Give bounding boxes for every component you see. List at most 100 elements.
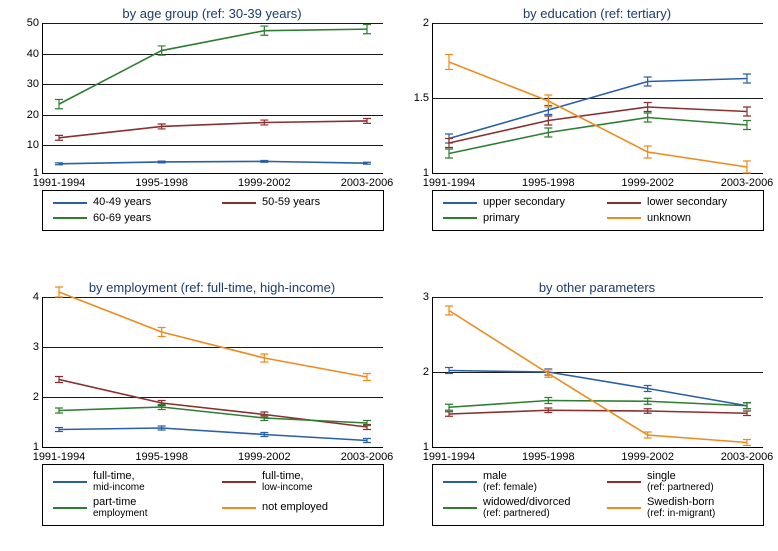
xtick-label: 1995-1998 <box>135 447 188 463</box>
legend-swatch <box>222 481 256 483</box>
legend-item: primary <box>443 213 589 225</box>
legend-swatch <box>222 507 256 509</box>
series-line <box>59 292 367 377</box>
xtick-label: 1999-2002 <box>238 173 291 189</box>
legend-swatch <box>53 202 87 204</box>
legend-label: (ref: female) <box>483 483 537 494</box>
panel-title: by education (ref: tertiary) <box>432 6 762 21</box>
legend-swatch <box>443 217 477 219</box>
legend-item: lower secondary <box>607 197 753 209</box>
legend-label: Swedish-born <box>647 497 715 509</box>
legend-label: not employed <box>262 502 328 514</box>
legend-label: lower secondary <box>647 197 727 209</box>
legend-label: part-time <box>93 497 147 509</box>
legend-swatch <box>443 202 477 204</box>
legend-label: male <box>483 471 537 483</box>
legend: upper secondary lower secondary primary unk… <box>432 190 764 231</box>
legend-label: 40-49 years <box>93 197 151 209</box>
ytick-label: 10 <box>27 139 43 151</box>
legend-label: full-time, <box>262 471 313 483</box>
figure-root: by age group (ref: 30-39 years) 110203040… <box>0 0 778 551</box>
series-line <box>449 311 747 443</box>
legend-swatch <box>607 507 641 509</box>
legend-item: single(ref: partnered) <box>607 471 753 493</box>
series-svg <box>43 23 383 173</box>
legend-swatch <box>607 202 641 204</box>
legend-label: primary <box>483 213 520 225</box>
legend-label: (ref: in-migrant) <box>647 509 715 520</box>
legend-label: employment <box>93 509 147 520</box>
legend-item: upper secondary <box>443 197 589 209</box>
legend-item: Swedish-born(ref: in-migrant) <box>607 497 753 519</box>
legend-item: part-timeemployment <box>53 497 204 519</box>
xtick-label: 1999-2002 <box>238 447 291 463</box>
legend-swatch <box>443 507 477 509</box>
legend-label: low-income <box>262 483 313 494</box>
xtick-label: 1991-1994 <box>33 447 86 463</box>
series-line <box>59 428 367 441</box>
gridline <box>433 173 763 174</box>
xtick-label: 2003-2006 <box>721 173 774 189</box>
plot-area: 12341991-19941995-19981999-20022003-2006 <box>42 297 383 448</box>
legend-item: full-time,low-income <box>222 471 373 493</box>
xtick-label: 1995-1998 <box>135 173 188 189</box>
series-line <box>59 29 367 104</box>
xtick-label: 2003-2006 <box>341 447 394 463</box>
legend-swatch <box>607 481 641 483</box>
gridline <box>43 447 383 448</box>
ytick-label: 3 <box>33 341 43 353</box>
series-line <box>449 118 747 154</box>
ytick-label: 20 <box>27 109 43 121</box>
gridline <box>433 447 763 448</box>
xtick-label: 1991-1994 <box>423 447 476 463</box>
legend-swatch <box>443 481 477 483</box>
legend-item: male(ref: female) <box>443 471 589 493</box>
ytick-label: 40 <box>27 48 43 60</box>
legend-item: widowed/divorced(ref: partnered) <box>443 497 589 519</box>
xtick-label: 1991-1994 <box>423 173 476 189</box>
legend-item: 60-69 years <box>53 213 204 225</box>
series-svg <box>433 23 763 173</box>
ytick-label: 4 <box>33 291 43 303</box>
legend-label: unknown <box>647 213 691 225</box>
panel-employment: by employment (ref: full-time, high-inco… <box>42 280 382 448</box>
series-line <box>449 410 747 414</box>
error-bar <box>445 55 453 70</box>
legend-item: not employed <box>222 497 373 519</box>
plot-area: 11.521991-19941995-19981999-20022003-200… <box>432 23 763 174</box>
ytick-label: 2 <box>423 17 433 29</box>
series-line <box>59 161 367 163</box>
ytick-label: 2 <box>33 391 43 403</box>
legend-item: 50-59 years <box>222 197 373 209</box>
xtick-label: 2003-2006 <box>341 173 394 189</box>
legend: full-time,mid-incomefull-time,low-income… <box>42 464 384 526</box>
plot-area: 1231991-19941995-19981999-20022003-2006 <box>432 297 763 448</box>
series-line <box>59 380 367 428</box>
panel-other: by other parameters 1231991-19941995-1998… <box>432 280 762 448</box>
xtick-label: 1995-1998 <box>522 173 575 189</box>
ytick-label: 50 <box>27 17 43 29</box>
panel-age: by age group (ref: 30-39 years) 110203040… <box>42 6 382 174</box>
xtick-label: 1995-1998 <box>522 447 575 463</box>
legend-swatch <box>607 217 641 219</box>
panel-title: by other parameters <box>432 280 762 295</box>
legend: 40-49 years 50-59 years 60-69 years <box>42 190 384 231</box>
ytick-label: 2 <box>423 366 433 378</box>
legend-label: (ref: partnered) <box>647 483 714 494</box>
xtick-label: 1991-1994 <box>33 173 86 189</box>
series-line <box>449 79 747 139</box>
series-line <box>59 121 367 138</box>
legend-label: upper secondary <box>483 197 565 209</box>
panel-title: by employment (ref: full-time, high-inco… <box>42 280 382 295</box>
plot-area: 110203040501991-19941995-19981999-200220… <box>42 23 383 174</box>
xtick-label: 2003-2006 <box>721 447 774 463</box>
panel-title: by age group (ref: 30-39 years) <box>42 6 382 21</box>
series-svg <box>433 297 763 447</box>
legend-label: (ref: partnered) <box>483 509 570 520</box>
legend-swatch <box>53 507 87 509</box>
legend-item: 40-49 years <box>53 197 204 209</box>
xtick-label: 1999-2002 <box>621 173 674 189</box>
ytick-label: 30 <box>27 78 43 90</box>
legend-swatch <box>53 481 87 483</box>
legend-swatch <box>53 217 87 219</box>
